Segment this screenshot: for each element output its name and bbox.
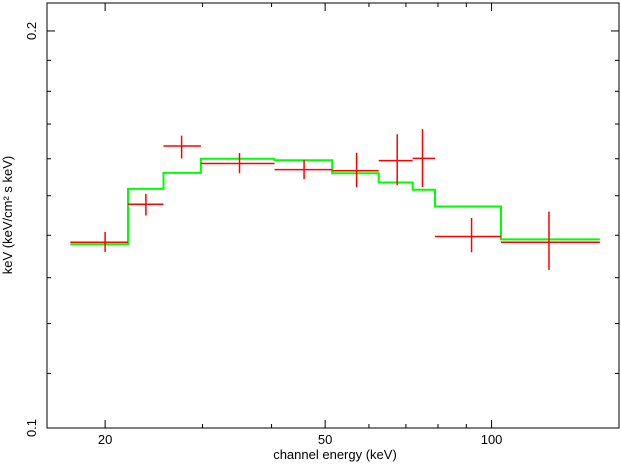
plot-frame [46, 2, 620, 429]
x-tick-label: 20 [98, 432, 112, 447]
y-tick-label: 0.1 [24, 419, 39, 437]
model-series [70, 157, 600, 246]
data-point [274, 159, 333, 180]
x-tick-label: 100 [481, 432, 503, 447]
data-point [412, 129, 435, 188]
x-tick-label: 50 [318, 432, 332, 447]
axis-ticks [47, 3, 619, 429]
data-series [70, 129, 600, 270]
data-point [501, 211, 600, 270]
data-point [332, 152, 379, 188]
data-point [200, 153, 275, 174]
data-point [70, 231, 129, 252]
y-tick-label: 0.2 [24, 22, 39, 40]
x-axis-label: channel energy (keV) [273, 447, 397, 462]
data-point [128, 193, 164, 216]
tick-labels: 20 50 100 0.1 0.2 [24, 22, 502, 447]
data-point [163, 135, 201, 159]
data-point [434, 217, 502, 253]
data-point [378, 134, 413, 186]
model-step-line [70, 157, 600, 246]
y-axis-label: keV (keV/cm² s keV) [0, 156, 15, 274]
